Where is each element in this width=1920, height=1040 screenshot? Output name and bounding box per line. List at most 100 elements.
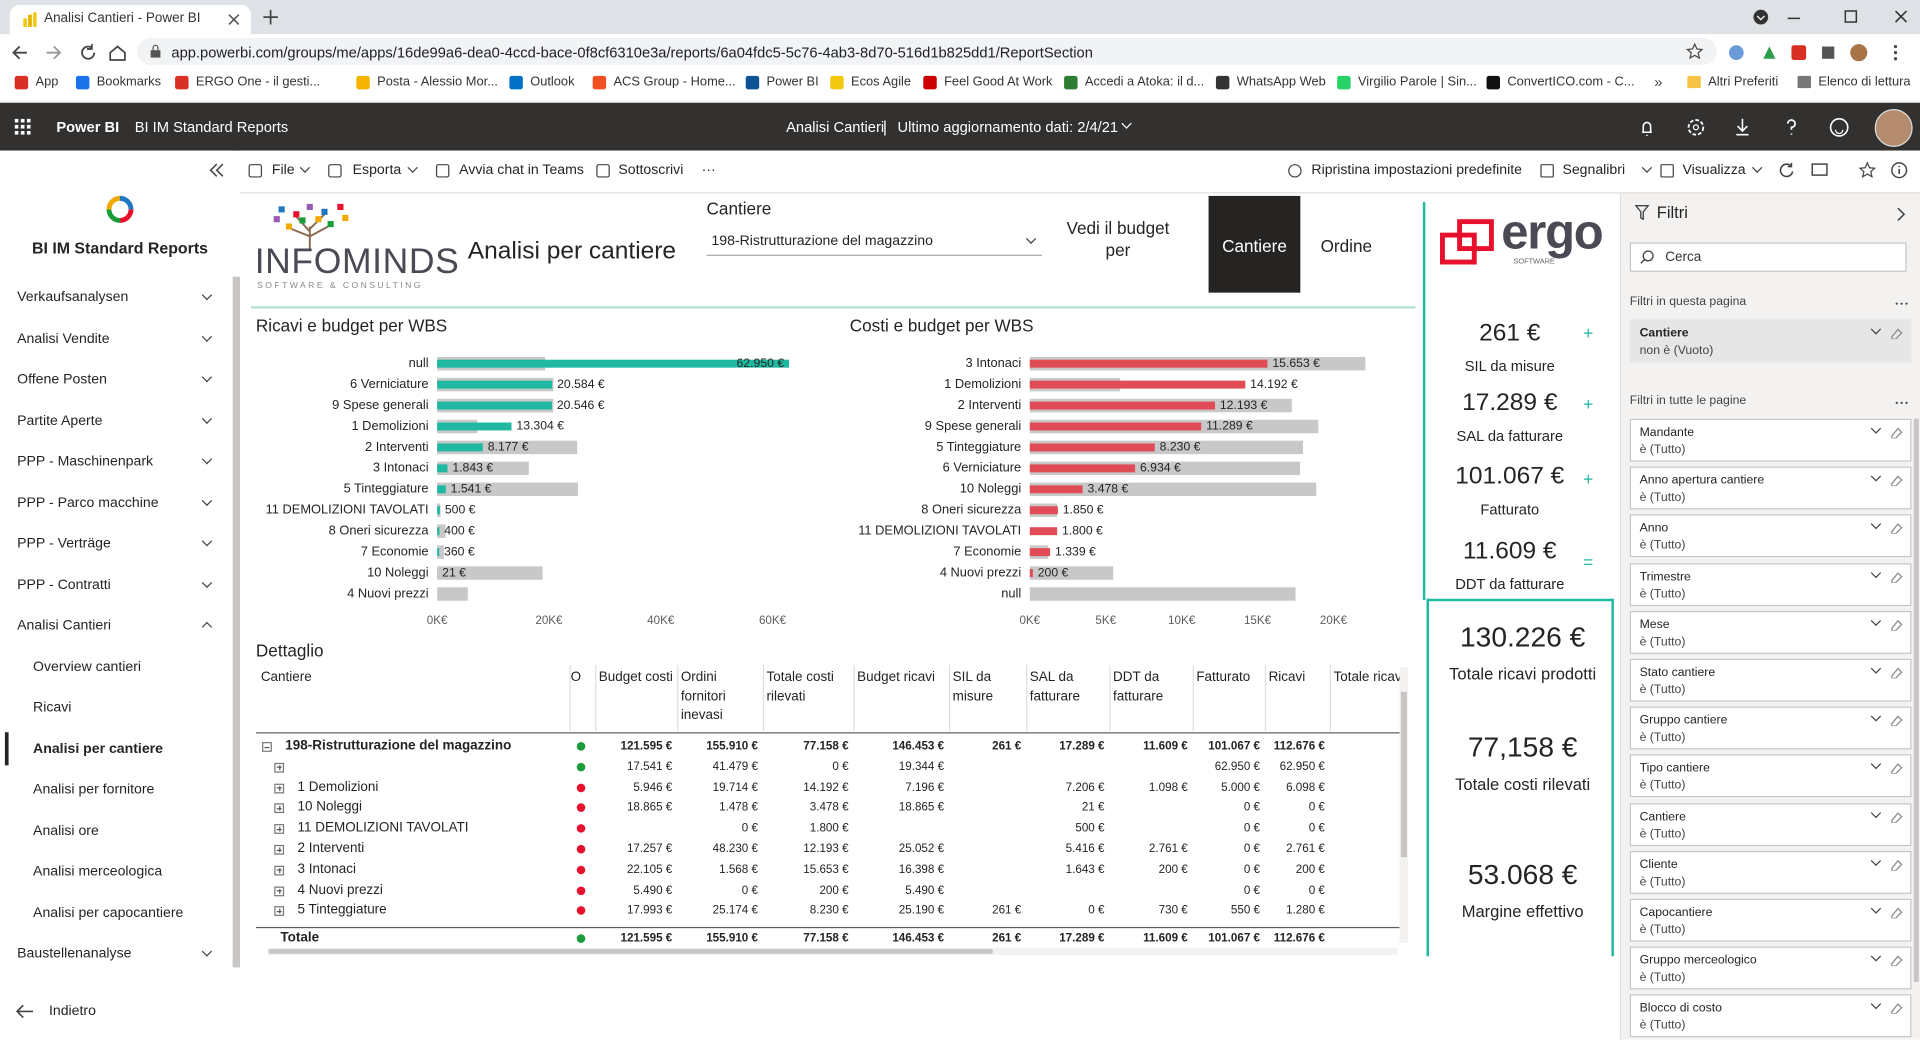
toolbar-button[interactable]: File: [271, 162, 295, 178]
column-header[interactable]: O: [570, 669, 582, 685]
filter-card[interactable]: Cliente è (Tutto): [1629, 850, 1912, 894]
clear-filter[interactable]: [1889, 570, 1903, 583]
nav-back[interactable]: Indietro: [48, 1004, 96, 1019]
toolbar-icons[interactable]: [1778, 161, 1913, 180]
address-bar[interactable]: app.powerbi.com/groups/me/apps/16de99a6-…: [137, 37, 1717, 65]
filter-card[interactable]: Trimestre è (Tutto): [1629, 562, 1912, 606]
clear-filter[interactable]: [1889, 906, 1903, 919]
workspace-name[interactable]: BI IM Standard Reports: [134, 118, 289, 136]
slicer-dropdown[interactable]: 198-Ristrutturazione del magazzino: [706, 228, 1043, 256]
app-launcher[interactable]: [14, 118, 31, 135]
filter-expand[interactable]: [1870, 567, 1882, 578]
filter-card[interactable]: Capocantiere è (Tutto): [1629, 898, 1912, 942]
filter-card[interactable]: Gruppo cantiere è (Tutto): [1629, 706, 1912, 750]
nav-subitem[interactable]: Analisi merceologica: [33, 864, 163, 880]
filter-card[interactable]: Cantiere non è (Vuoto): [1629, 319, 1912, 363]
filter-expand[interactable]: [1870, 855, 1882, 866]
clear-filter[interactable]: [1889, 474, 1903, 487]
bookmarks-more[interactable]: »: [1654, 73, 1663, 91]
section-menu[interactable]: [1894, 400, 1909, 405]
clear-filter[interactable]: [1889, 858, 1903, 871]
expand-toggle[interactable]: [274, 762, 285, 773]
nav-subitem[interactable]: Analisi per fornitore: [33, 782, 155, 798]
toolbar-button[interactable]: Esporta: [352, 162, 402, 178]
expand-toggle[interactable]: [274, 865, 285, 876]
browser-tab[interactable]: Analisi Cantieri - Power BI: [9, 4, 252, 35]
expand-toggle[interactable]: [274, 783, 285, 793]
star[interactable]: [1686, 42, 1704, 60]
column-header[interactable]: Fatturato: [1196, 669, 1251, 685]
back-arrow[interactable]: [15, 1004, 35, 1019]
tab-close[interactable]: [228, 13, 240, 26]
filter-card[interactable]: Mese è (Tutto): [1629, 610, 1912, 654]
expand-toggle[interactable]: [274, 824, 285, 835]
nav-item[interactable]: PPP - Maschinenpark: [17, 454, 154, 469]
toolbar-button[interactable]: Avvia chat in Teams: [459, 162, 584, 178]
column-header[interactable]: SAL da fatturare: [1029, 669, 1080, 704]
section-menu[interactable]: [1894, 301, 1909, 306]
expand-toggle[interactable]: [274, 803, 285, 814]
filter-search[interactable]: Cerca: [1629, 242, 1907, 272]
filter-expand[interactable]: [1870, 324, 1882, 335]
filter-expand[interactable]: [1870, 903, 1882, 914]
new-tab[interactable]: [263, 9, 278, 25]
nav-item[interactable]: Offene Posten: [17, 372, 107, 387]
nav-subitem[interactable]: Overview cantieri: [33, 659, 142, 675]
clear-filter[interactable]: [1889, 618, 1903, 631]
switch-button[interactable]: Cantiere: [1208, 195, 1301, 293]
collapse-nav[interactable]: [208, 163, 225, 178]
column-header[interactable]: SIL da misure: [952, 669, 994, 704]
toolbar-button[interactable]: Sottoscrivi: [618, 162, 684, 178]
nav-item[interactable]: Verkaufsanalysen: [17, 290, 129, 305]
nav-item[interactable]: PPP - Parco macchine: [17, 495, 159, 511]
column-header[interactable]: Totale ricavi prodotti: [1333, 669, 1399, 685]
clear-filter[interactable]: [1889, 666, 1903, 679]
toolbar-button[interactable]: ···: [701, 162, 716, 178]
clear-filter[interactable]: [1889, 762, 1903, 775]
clear-filter[interactable]: [1889, 954, 1903, 967]
filter-expand[interactable]: [1870, 423, 1882, 434]
nav-item[interactable]: Partite Aperte: [17, 413, 103, 428]
filter-expand[interactable]: [1870, 519, 1882, 530]
app-icons[interactable]: [1636, 116, 1856, 138]
switch-button[interactable]: Ordine: [1300, 195, 1393, 293]
nav-item[interactable]: Analisi Vendite: [17, 331, 110, 346]
slicer-chevron[interactable]: [1025, 233, 1037, 244]
column-header[interactable]: DDT da fatturare: [1113, 669, 1164, 704]
column-header[interactable]: Cantiere: [260, 669, 312, 685]
filter-expand[interactable]: [1870, 471, 1882, 482]
nav-buttons[interactable]: [10, 43, 132, 63]
filter-card[interactable]: Stato cantiere è (Tutto): [1629, 658, 1912, 702]
expand-toggle[interactable]: [274, 844, 285, 855]
filter-card[interactable]: Anno è (Tutto): [1629, 514, 1912, 558]
filter-expand[interactable]: [1870, 807, 1882, 818]
column-header[interactable]: Budget costi: [598, 669, 673, 685]
nav-subitem[interactable]: Analisi ore: [33, 823, 99, 839]
filter-card[interactable]: Cantiere è (Tutto): [1629, 802, 1912, 846]
filter-card[interactable]: Blocco di costo è (Tutto): [1629, 994, 1912, 1038]
nav-item[interactable]: Baustellenanalyse: [17, 946, 132, 962]
filter-card[interactable]: Tipo cantiere è (Tutto): [1629, 754, 1912, 798]
column-header[interactable]: Ordini fornitori inevasi: [680, 669, 726, 723]
nav-item[interactable]: PPP - Contratti: [17, 577, 111, 593]
clear-filter[interactable]: [1889, 327, 1903, 340]
filter-expand[interactable]: [1870, 999, 1882, 1010]
filter-card[interactable]: Anno apertura cantiere è (Tutto): [1629, 466, 1912, 510]
user-avatar[interactable]: [1874, 108, 1913, 147]
clear-filter[interactable]: [1889, 810, 1903, 823]
filter-expand[interactable]: [1870, 663, 1882, 674]
toolbar-button[interactable]: Segnalibri: [1562, 162, 1626, 178]
toolbar-button[interactable]: Ripristina impostazioni predefinite: [1311, 162, 1522, 178]
filter-expand[interactable]: [1870, 711, 1882, 722]
expand-toggle[interactable]: [274, 906, 285, 917]
clear-filter[interactable]: [1889, 1002, 1903, 1015]
nav-subitem[interactable]: Ricavi: [33, 700, 72, 716]
filter-card[interactable]: Mandante è (Tutto): [1629, 418, 1912, 462]
clear-filter[interactable]: [1889, 426, 1903, 439]
column-header[interactable]: Ricavi: [1268, 669, 1306, 685]
expand-toggle[interactable]: [262, 742, 272, 752]
filter-expand[interactable]: [1870, 759, 1882, 770]
nav-subitem[interactable]: Analisi per cantiere: [33, 741, 163, 757]
clear-filter[interactable]: [1889, 714, 1903, 727]
filter-card[interactable]: Gruppo merceologico è (Tutto): [1629, 946, 1912, 990]
